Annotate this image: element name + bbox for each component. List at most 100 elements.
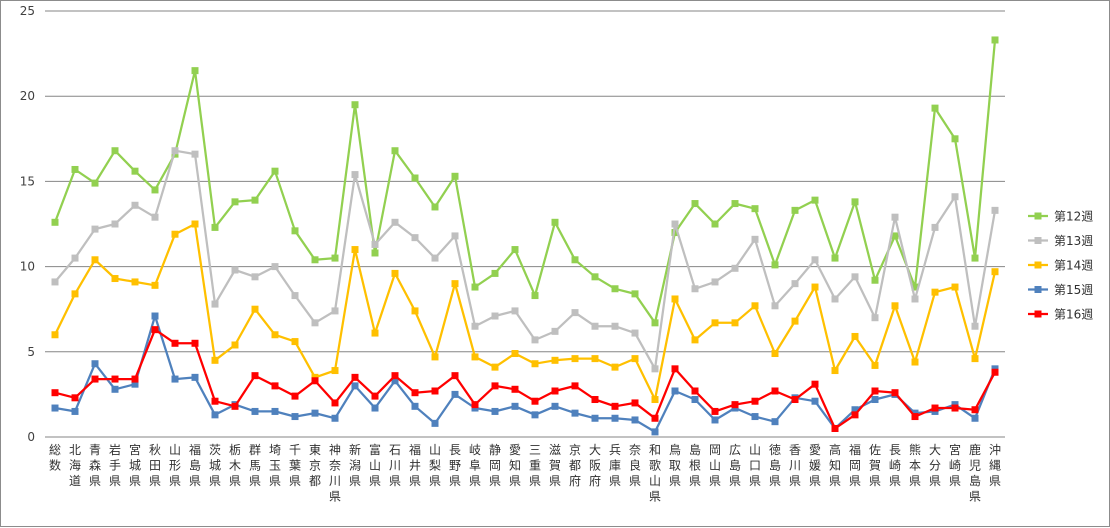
data-point <box>331 254 339 262</box>
data-point <box>951 283 959 291</box>
data-point <box>871 314 879 322</box>
data-point <box>651 428 659 436</box>
x-tick-label: 福井県 <box>409 442 421 488</box>
data-point <box>911 358 919 366</box>
data-point <box>691 336 699 344</box>
data-point <box>751 205 759 213</box>
x-tick-label: 大分県 <box>929 443 941 488</box>
data-point <box>851 411 859 419</box>
data-point <box>691 200 699 208</box>
data-point <box>151 213 159 221</box>
data-point <box>391 218 399 226</box>
x-tick-label: 岡山県 <box>709 443 721 488</box>
data-point <box>671 295 679 303</box>
data-point <box>551 356 559 364</box>
x-tick-label: 鹿児島県 <box>969 442 981 504</box>
data-point <box>611 285 619 293</box>
data-point <box>211 300 219 308</box>
data-point <box>351 171 359 179</box>
data-point <box>631 416 639 424</box>
x-tick-label: 佐賀県 <box>869 443 881 488</box>
x-tick-label: 栃木県 <box>229 443 241 488</box>
y-tick-label: 20 <box>20 89 35 103</box>
data-point <box>111 220 119 228</box>
data-point <box>311 377 319 385</box>
x-tick-label: 熊本県 <box>909 442 921 488</box>
data-point <box>571 256 579 264</box>
data-point <box>151 186 159 194</box>
data-point <box>811 380 819 388</box>
data-point <box>391 372 399 380</box>
data-point <box>111 385 119 393</box>
legend-label: 第16週 <box>1054 308 1093 322</box>
data-point <box>531 360 539 368</box>
data-point <box>91 360 99 368</box>
data-point <box>711 407 719 415</box>
data-point <box>371 404 379 412</box>
data-point <box>331 307 339 315</box>
data-point <box>191 220 199 228</box>
x-tick-label: 和歌山県 <box>649 443 661 504</box>
data-point <box>531 336 539 344</box>
data-point <box>951 135 959 143</box>
data-point <box>411 174 419 182</box>
legend-label: 第13週 <box>1054 234 1093 248</box>
data-point <box>971 414 979 422</box>
data-point <box>971 406 979 414</box>
data-point <box>171 339 179 347</box>
x-tick-label: 東京都 <box>309 443 321 488</box>
data-point <box>71 394 79 402</box>
data-point <box>751 413 759 421</box>
x-tick-label: 神奈川県 <box>329 443 341 504</box>
x-tick-label: 鳥取県 <box>669 442 681 488</box>
data-point <box>131 278 139 286</box>
data-point <box>251 196 259 204</box>
data-point <box>311 319 319 327</box>
data-point <box>871 276 879 284</box>
data-point <box>991 368 999 376</box>
data-point <box>571 382 579 390</box>
x-tick-label: 香川県 <box>789 443 801 488</box>
data-point <box>131 201 139 209</box>
data-point <box>491 363 499 371</box>
data-point <box>591 273 599 281</box>
data-point <box>731 319 739 327</box>
data-point <box>171 375 179 383</box>
data-point <box>571 355 579 363</box>
data-point <box>371 329 379 337</box>
data-point <box>491 312 499 320</box>
y-tick-label: 10 <box>20 260 35 274</box>
data-point <box>751 397 759 405</box>
data-point <box>511 385 519 393</box>
data-point <box>831 295 839 303</box>
data-point <box>631 399 639 407</box>
x-tick-label: 山形県 <box>169 443 181 488</box>
data-point <box>311 409 319 417</box>
data-point <box>851 198 859 206</box>
x-tick-label: 茨城県 <box>209 443 221 488</box>
legend-marker <box>1034 261 1042 269</box>
data-point <box>891 213 899 221</box>
data-point <box>811 196 819 204</box>
data-point <box>451 372 459 380</box>
data-point <box>891 232 899 240</box>
data-point <box>231 341 239 349</box>
data-point <box>291 227 299 235</box>
data-point <box>251 407 259 415</box>
legend-label: 第12週 <box>1054 210 1093 224</box>
series-line-3 <box>53 222 997 401</box>
data-point <box>771 302 779 310</box>
series-line-2 <box>54 149 997 370</box>
data-point <box>251 273 259 281</box>
x-tick-label: 長崎県 <box>889 443 901 488</box>
x-tick-label: 富山県 <box>369 442 381 488</box>
data-point <box>431 254 439 262</box>
x-tick-label: 岩手県 <box>109 442 121 488</box>
data-point <box>471 401 479 409</box>
data-point <box>271 331 279 339</box>
data-point <box>551 402 559 410</box>
data-point <box>911 295 919 303</box>
data-point <box>771 418 779 426</box>
